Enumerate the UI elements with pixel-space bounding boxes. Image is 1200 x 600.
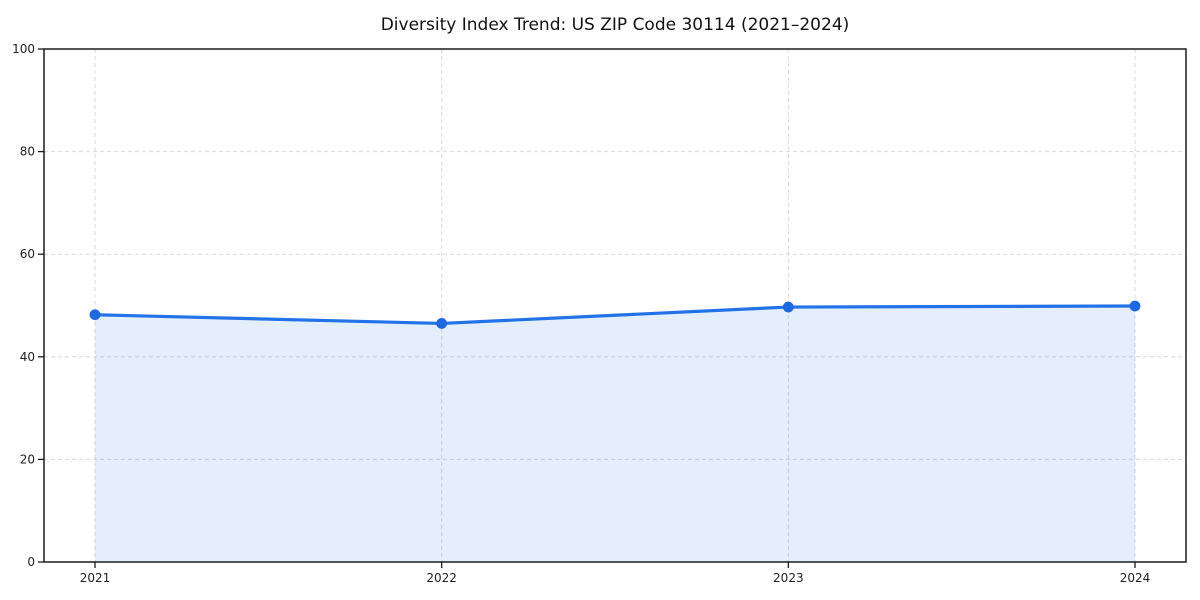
line-layer [93, 304, 1137, 326]
trend-line [93, 304, 1137, 326]
frame-layer [38, 48, 1187, 568]
y-tick-label: 100 [12, 42, 35, 56]
y-tick-label: 80 [20, 145, 35, 159]
y-tick-label: 0 [27, 555, 35, 569]
label-layer: 0 20 40 60 80 100 2021 2022 2023 2024 [12, 42, 1150, 585]
y-tick-label: 60 [20, 247, 35, 261]
marker-layer [89, 300, 1141, 329]
grid-layer [44, 49, 1186, 562]
x-tick-label: 2022 [426, 571, 457, 585]
chart-title: Diversity Index Trend: US ZIP Code 30114… [381, 15, 850, 35]
area-layer [95, 306, 1135, 562]
data-point-2024 [1129, 300, 1141, 312]
x-tick-label: 2021 [80, 571, 111, 585]
x-tick-label: 2023 [773, 571, 804, 585]
data-point-2022 [436, 318, 448, 329]
plot-frame [43, 48, 1187, 563]
data-point-2021 [89, 309, 101, 321]
x-tick-label: 2024 [1120, 571, 1151, 585]
y-tick-label: 20 [20, 452, 35, 466]
area-fill [95, 306, 1135, 562]
data-point-2023 [782, 301, 794, 313]
y-tick-label: 40 [20, 350, 35, 364]
